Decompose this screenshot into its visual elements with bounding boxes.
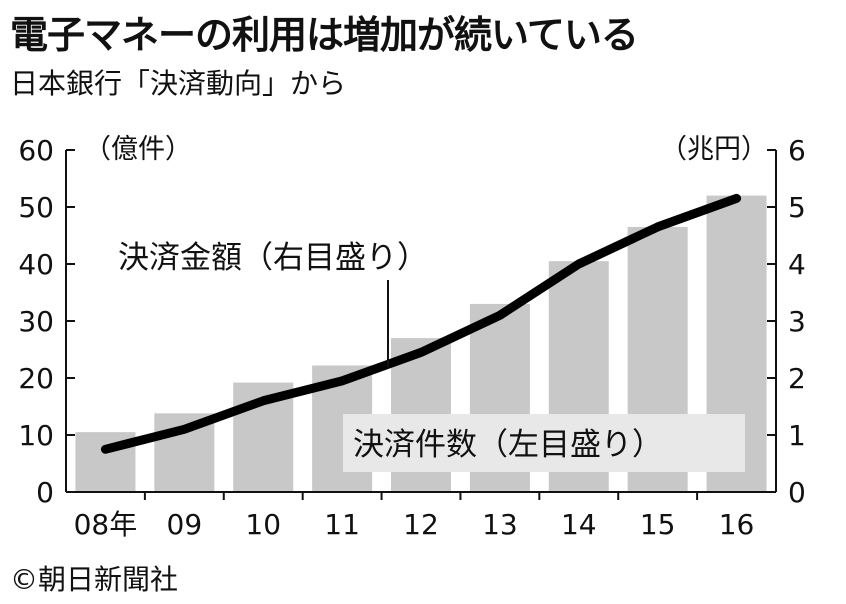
- line-point: [498, 314, 501, 317]
- right-axis-unit: （兆円）: [660, 134, 768, 165]
- right-tick-label: 2: [788, 362, 806, 395]
- x-tick-label: 09: [167, 508, 203, 541]
- right-tick-label: 3: [788, 305, 806, 338]
- right-tick-label: 4: [788, 248, 806, 281]
- bar-series-label: 決済件数（左目盛り）: [353, 427, 663, 463]
- bar-label-box: [343, 414, 745, 472]
- line-point: [656, 225, 659, 228]
- chart-title: 電子マネーの利用は増加が続いている: [10, 13, 639, 57]
- line-point: [341, 379, 344, 382]
- right-tick-label: 0: [788, 476, 806, 509]
- labels: 決済金額（右目盛り） 決済件数（左目盛り）: [118, 240, 745, 472]
- left-tick-label: 0: [36, 476, 54, 509]
- x-tick-label: 13: [482, 508, 518, 541]
- x-tick-label: 11: [324, 508, 360, 541]
- x-tick-label: 10: [245, 508, 281, 541]
- chart-subtitle: 日本銀行「決済動向」から: [10, 67, 347, 100]
- line-point: [262, 399, 265, 402]
- left-tick-label: 20: [18, 362, 54, 395]
- x-tick-label: 12: [403, 508, 439, 541]
- left-tick-label: 10: [18, 419, 54, 452]
- left-tick-label: 30: [18, 305, 54, 338]
- left-axis-unit: （億件）: [84, 134, 192, 165]
- left-tick-label: 50: [18, 191, 54, 224]
- right-tick-label: 6: [788, 134, 806, 167]
- line-series-label: 決済金額（右目盛り）: [118, 240, 428, 276]
- line-group: [100, 193, 742, 454]
- right-tick-label: 1: [788, 419, 806, 452]
- x-tick-label: 16: [719, 508, 755, 541]
- left-tick-label: 60: [18, 134, 54, 167]
- line-point: [577, 263, 580, 265]
- credit-text: ©朝日新聞社: [10, 563, 179, 596]
- left-tick-label: 40: [18, 248, 54, 281]
- x-tick-label: 08年: [74, 508, 138, 541]
- right-tick-label: 5: [788, 191, 806, 224]
- line-point: [104, 448, 107, 451]
- x-tick-label: 14: [561, 508, 597, 541]
- line-point: [183, 428, 186, 431]
- x-tick-label: 15: [640, 508, 676, 541]
- line-point: [735, 197, 738, 200]
- line-point: [420, 351, 422, 354]
